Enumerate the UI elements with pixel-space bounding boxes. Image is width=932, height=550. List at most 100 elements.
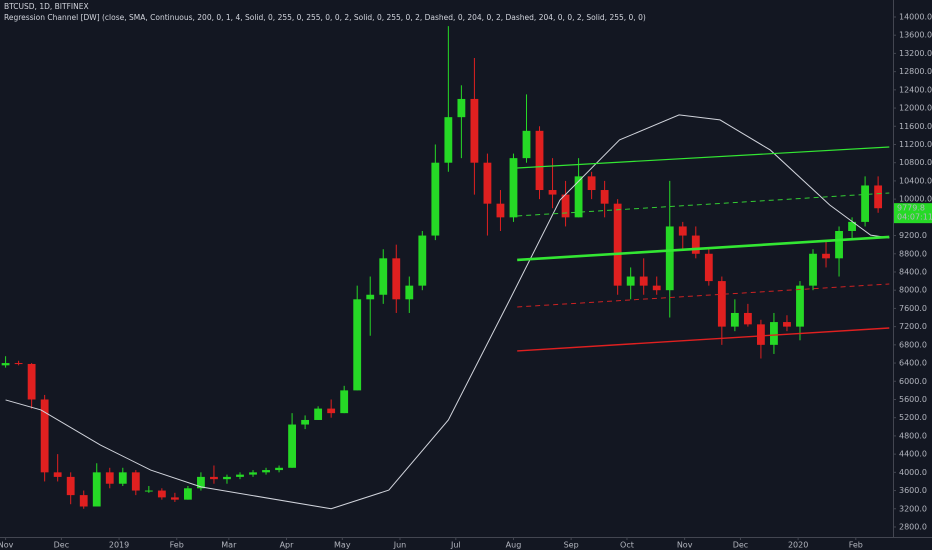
candle-body [574, 176, 583, 218]
y-tick-label: 8800.0 [899, 249, 927, 258]
y-tick-label: 7600.0 [899, 304, 927, 313]
candle-body [340, 390, 349, 414]
channel-line [517, 192, 890, 217]
candle-body [444, 117, 453, 163]
candle-body [535, 130, 544, 191]
x-tick-label: Dec [733, 541, 748, 550]
y-tick-label: 13600.0 [899, 31, 932, 40]
y-tick-label: 8000.0 [899, 286, 927, 295]
candle-body [835, 231, 843, 259]
countdown-label: 04:07:11 [897, 213, 932, 222]
y-tick-label: 8400.0 [899, 267, 927, 276]
candle-body [509, 158, 518, 218]
last-price-label: 9779.8 [897, 204, 925, 213]
candle-body [561, 194, 570, 218]
x-tick-label: Sep [564, 541, 579, 550]
candle-body [66, 476, 75, 496]
candle-body [678, 226, 687, 236]
candle-body [587, 176, 596, 191]
candle-body [496, 203, 505, 218]
y-tick-label: 4400.0 [899, 450, 927, 459]
candle-body [783, 322, 791, 327]
y-tick-label: 6400.0 [899, 359, 927, 368]
candle-body [861, 185, 870, 222]
candle-body [262, 470, 270, 473]
candle-body [275, 467, 283, 471]
candle-body [470, 98, 479, 163]
y-tick-label: 10400.0 [899, 176, 932, 185]
candle-body [379, 258, 388, 295]
candle-body [1, 363, 10, 366]
y-tick-label: 11600.0 [899, 122, 932, 131]
x-tick-label: Oct [620, 541, 634, 550]
candle-body [249, 472, 257, 475]
candle-body [170, 497, 179, 500]
x-tick-label: Nov [677, 541, 693, 550]
candle-body [157, 490, 166, 498]
candle-body [118, 472, 127, 484]
y-tick-label: 11200.0 [899, 140, 932, 149]
y-tick-label: 3200.0 [899, 504, 927, 513]
sma-line [5, 114, 890, 510]
candle-body [431, 162, 440, 236]
y-tick-label: 4800.0 [899, 431, 927, 440]
candle-body [613, 203, 622, 286]
candle-body [757, 324, 765, 345]
y-tick-label: 12000.0 [899, 104, 932, 113]
candle-body [210, 476, 218, 480]
y-tick-label: 5200.0 [899, 413, 927, 422]
candle-body [796, 285, 804, 327]
candle-body [79, 495, 88, 507]
candle-body [548, 190, 557, 195]
y-tick-label: 13200.0 [899, 49, 932, 58]
candle-body [522, 130, 531, 159]
y-tick-label: 5600.0 [899, 395, 927, 404]
candle-body [639, 276, 648, 286]
x-tick-label: 2020 [788, 541, 808, 550]
candle-body [665, 226, 674, 291]
candle-body [353, 299, 362, 391]
candle-body [691, 235, 700, 254]
x-tick-label: 2019 [109, 541, 129, 550]
channel-line [517, 146, 890, 169]
candle-body [236, 474, 244, 477]
x-tick-label: Jul [450, 541, 461, 550]
y-tick-label: 7200.0 [899, 322, 927, 331]
candle-body [92, 472, 101, 507]
y-tick-label: 3600.0 [899, 486, 927, 495]
channel-line [517, 235, 890, 262]
candle-body [730, 312, 739, 327]
candle-body [27, 363, 36, 400]
candle-body [483, 162, 492, 204]
candle-body [105, 472, 114, 484]
candle-body [848, 221, 856, 232]
candle-body [223, 476, 231, 480]
x-tick-label: Feb [170, 541, 184, 550]
x-tick-label: Apr [280, 541, 295, 550]
candle-body [717, 281, 726, 327]
candle-body [652, 285, 661, 291]
candle-body [626, 276, 635, 286]
y-tick-label: 6000.0 [899, 377, 927, 386]
candle-body [770, 322, 778, 345]
y-tick-label: 9200.0 [899, 231, 927, 240]
x-tick-label: May [334, 541, 351, 550]
candle-body [40, 399, 49, 473]
y-tick-label: 10800.0 [899, 158, 932, 167]
candle-body [822, 253, 830, 259]
candle-body [14, 363, 23, 365]
y-tick-label: 10000.0 [899, 195, 932, 204]
last-price-box [894, 203, 932, 224]
candle-body [809, 253, 817, 286]
candle-body [288, 424, 296, 468]
x-tick-label: Mar [221, 541, 237, 550]
candle-body [144, 490, 153, 492]
candle-body [743, 312, 752, 325]
candle-body [704, 253, 713, 282]
candle-body [418, 235, 427, 286]
y-tick-label: 12400.0 [899, 85, 932, 94]
candle-body [327, 408, 336, 414]
y-tick-label: 2800.0 [899, 522, 927, 531]
